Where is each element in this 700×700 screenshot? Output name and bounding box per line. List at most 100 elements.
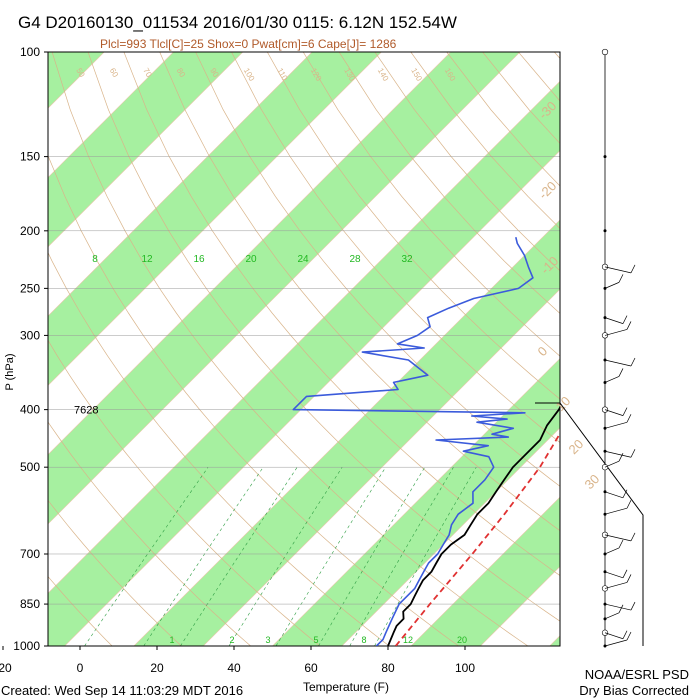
wind-barb (604, 450, 632, 458)
wind-barb (604, 409, 624, 416)
dry-adiabat-label: 100 (242, 67, 257, 84)
isotherm (202, 288, 560, 646)
wind-barb (604, 639, 628, 647)
y-tick-label: 1000 (13, 639, 40, 653)
mixing-ratio-bottom-label: 12 (403, 635, 413, 645)
wind-barb (604, 612, 620, 620)
footer-created: Created: Wed Sep 14 11:03:29 MDT 2016 (1, 683, 243, 698)
wind-barb-flag (626, 631, 632, 641)
x-tick-label: 100 (455, 661, 475, 675)
wind-barb (604, 491, 624, 499)
chart-subtitle: Plcl=993 Tlcl[C]=25 Shox=0 Pwat[cm]=6 Ca… (100, 37, 397, 51)
wind-barb (604, 282, 620, 289)
x-tick-label: 40 (227, 661, 241, 675)
wind-barb-flag (626, 321, 632, 330)
wind-barb-flag (626, 500, 632, 509)
wind-barb-flag (622, 569, 628, 578)
wind-barb-flag (630, 264, 636, 274)
y-tick-label: 500 (20, 460, 40, 474)
mixing-ratio-bottom-label: 5 (313, 635, 318, 645)
isotherm (410, 496, 560, 646)
mixing-ratio-line (374, 467, 477, 646)
wind-barb (604, 329, 628, 336)
y-tick-label: 200 (20, 224, 40, 238)
isotherm (48, 52, 521, 525)
wind-barb (604, 571, 624, 579)
wind-barb (604, 317, 624, 324)
wind-barb-flag (630, 449, 636, 458)
mixing-ratio-lines (84, 467, 477, 646)
mixing-ratio-label: 20 (245, 254, 257, 265)
x-tick-label: -20 (0, 661, 12, 675)
x-tick-label: 80 (381, 661, 395, 675)
isotherm (48, 52, 313, 317)
y-tick-label: 400 (20, 403, 40, 417)
y-tick-label: 100 (20, 45, 40, 59)
wind-barb-flag (630, 357, 636, 367)
mixing-ratio-line (228, 467, 343, 646)
wind-barb-flag (618, 453, 624, 462)
isotherm (48, 52, 174, 178)
wind-barb-flag (618, 368, 624, 377)
temperature-band (549, 635, 560, 646)
wind-barb-flag (630, 601, 636, 611)
mixing-ratio-line (318, 467, 426, 646)
wind-barb (604, 632, 624, 640)
wind-barb-flag (622, 630, 628, 639)
wind-barb (604, 460, 620, 468)
isotherm (133, 219, 560, 646)
y-axis-label: P (hPa) (4, 353, 16, 390)
isotherm (48, 80, 560, 594)
isotherm-label: 20 (566, 436, 587, 457)
wind-barb-flag (618, 539, 624, 549)
mixing-ratio-label: 32 (401, 254, 413, 265)
wind-barb (604, 376, 620, 383)
y-tick-label: 250 (20, 281, 40, 295)
wind-barb (604, 266, 632, 274)
wind-marker (601, 48, 609, 56)
mixing-ratio-bottom-label: 2 (229, 635, 234, 645)
wind-barb (604, 507, 628, 515)
temperature-band (48, 81, 560, 646)
height-annotation: 7628 (74, 405, 98, 417)
wind-barb-panel (535, 48, 644, 648)
mixing-ratio-line (275, 467, 386, 646)
x-tick-label: 20 (150, 661, 164, 675)
wind-barb-flag (626, 574, 632, 583)
wind-marker (603, 155, 607, 159)
dry-adiabat (590, 52, 700, 646)
dewpoint-trace (292, 237, 534, 646)
mixing-ratio-label: 24 (297, 254, 309, 265)
wind-barb (604, 603, 632, 611)
x-tick-label: 60 (304, 661, 318, 675)
wind-marker (603, 229, 607, 233)
wind-barb (604, 534, 632, 542)
mixing-ratio-line (349, 467, 454, 646)
wind-barb (604, 359, 632, 367)
isotherm (48, 52, 382, 386)
mixing-ratio-label: 8 (92, 254, 98, 265)
wind-barb (604, 421, 628, 429)
isotherm (48, 52, 451, 456)
wind-barb-flag (626, 414, 632, 423)
mixing-ratio-label: 12 (141, 254, 153, 265)
mixing-ratio-bottom-label: 3 (265, 635, 270, 645)
isotherm-lines (48, 52, 700, 646)
chart-title: G4 D20160130_011534 2016/01/30 0115: 6.1… (18, 13, 457, 32)
x-axis-label: Temperature (F) (303, 680, 389, 694)
mixing-ratio-bottom-label: 1 (169, 635, 174, 645)
wind-barb (604, 547, 620, 555)
mixing-ratio-line (84, 467, 209, 646)
wind-barb-flag (622, 489, 628, 498)
isotherm (549, 635, 560, 646)
dry-adiabat-label: 140 (376, 67, 391, 84)
isotherm (48, 52, 244, 248)
isotherm (341, 427, 560, 646)
mixing-ratio-label: 28 (349, 254, 361, 265)
mixing-ratio-line (180, 467, 298, 646)
wind-barb-flag (618, 274, 624, 283)
isotherm (619, 52, 700, 646)
mixing-ratio-label: 16 (193, 254, 205, 265)
plot-frame (47, 51, 561, 647)
